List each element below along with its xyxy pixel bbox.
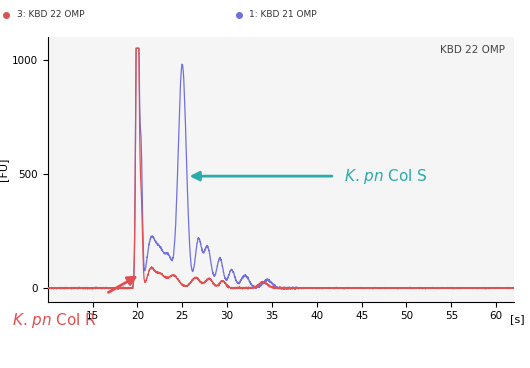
Text: $\it{K}$. $\it{pn}$ Col S: $\it{K}$. $\it{pn}$ Col S <box>343 167 428 185</box>
Text: 3: KBD 22 OMP: 3: KBD 22 OMP <box>17 10 84 19</box>
Text: KBD 22 OMP: KBD 22 OMP <box>440 45 505 55</box>
Text: 1: KBD 21 OMP: 1: KBD 21 OMP <box>249 10 317 19</box>
Y-axis label: [FU]: [FU] <box>0 158 8 181</box>
Text: [s]: [s] <box>510 314 524 324</box>
Text: $\it{K}$. $\it{pn}$ Col R: $\it{K}$. $\it{pn}$ Col R <box>12 311 97 330</box>
